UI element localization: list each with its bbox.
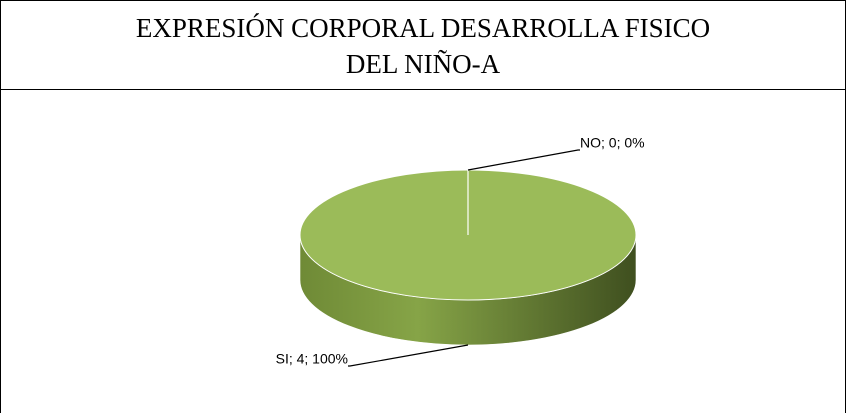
leader-line — [348, 344, 469, 367]
data-label: SI; 4; 100% — [276, 351, 348, 367]
chart-title: EXPRESIÓN CORPORAL DESARROLLA FISICO DEL… — [1, 1, 845, 90]
data-label: NO; 0; 0% — [580, 135, 645, 151]
leader-line — [467, 149, 580, 171]
